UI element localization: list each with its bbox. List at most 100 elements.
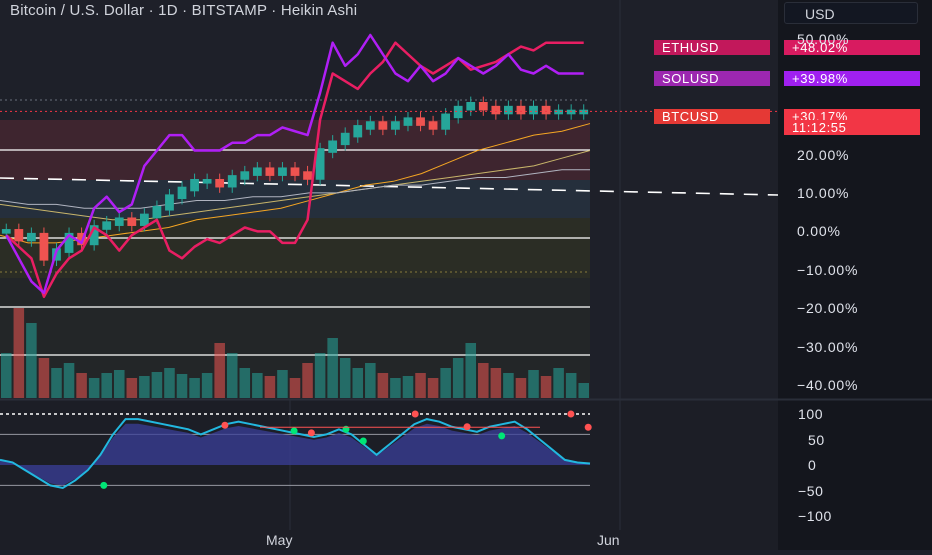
candle-body — [365, 121, 375, 130]
volume-bar — [26, 323, 37, 398]
volume-bar — [126, 378, 138, 398]
oscillator-pane — [0, 400, 778, 550]
trend-dashed-line — [0, 177, 779, 196]
volume-bar — [528, 370, 539, 398]
volume-bar — [277, 370, 288, 398]
volume-bar — [415, 373, 426, 398]
price-axis-label: −10.00% — [797, 262, 859, 278]
volume-bar — [339, 358, 351, 398]
volume-bar — [402, 376, 414, 398]
volume-bar — [503, 373, 514, 398]
candle-body — [428, 121, 438, 130]
volume-bar — [452, 358, 464, 398]
candle-body — [252, 167, 262, 176]
volume-bar — [226, 353, 238, 398]
candle-body — [240, 171, 250, 180]
candle-body — [453, 105, 463, 119]
volume-bar — [214, 343, 225, 398]
volume-bar — [264, 376, 276, 398]
candle-body — [290, 167, 300, 176]
volume-bar — [327, 338, 338, 398]
candle-body — [177, 186, 187, 200]
volume-bar — [101, 373, 112, 398]
volume-bar — [465, 343, 477, 398]
candle-body — [265, 167, 275, 176]
currency-button[interactable]: USD — [784, 2, 918, 24]
candle-body — [504, 105, 513, 115]
candle-body — [566, 109, 576, 115]
candle-body — [64, 232, 74, 253]
signal-dot — [221, 421, 229, 429]
solusd-line — [5, 33, 584, 295]
osc-axis-label: 100 — [798, 406, 824, 422]
solusd-name-label: SOLUSD — [654, 71, 770, 86]
candle-body — [466, 101, 476, 111]
volume-bar — [390, 378, 401, 398]
volume-bar — [427, 378, 439, 398]
candle-body — [227, 175, 237, 188]
volume-bar — [252, 373, 263, 398]
candle-body — [26, 232, 36, 242]
volume-bar — [164, 368, 175, 398]
candle-body — [403, 117, 413, 126]
signal-dot — [290, 427, 298, 435]
solusd-value-label: +39.98% — [784, 71, 920, 86]
moving-average-line — [0, 150, 591, 221]
volume-bar — [38, 358, 50, 398]
volume-bar — [13, 308, 25, 398]
candle-body — [579, 109, 589, 115]
candle-body — [202, 178, 212, 184]
candle-body — [278, 167, 287, 176]
candle-body — [215, 178, 225, 188]
candle-body — [89, 225, 99, 246]
osc-axis-label: −100 — [798, 508, 832, 524]
price-axis-area — [778, 0, 932, 550]
osc-axis-label: 0 — [808, 457, 817, 473]
candle-body — [529, 105, 538, 115]
volume-bar — [515, 378, 527, 398]
signal-dot — [100, 481, 108, 489]
time-axis-label-jun: Jun — [597, 532, 620, 548]
btcusd-countdown: 11:12:55 — [784, 120, 920, 135]
candle-body — [303, 171, 312, 180]
volume-bar — [1, 353, 12, 398]
moving-average-line — [0, 169, 590, 209]
signal-dot — [359, 437, 367, 445]
candle-body — [554, 109, 564, 115]
osc-axis-label: 50 — [808, 432, 825, 448]
volume-bar — [377, 373, 389, 398]
volume-bar — [553, 368, 564, 398]
volume-bar — [440, 368, 451, 398]
candle-body — [441, 113, 451, 130]
candle-body — [77, 232, 86, 246]
ethusd-line — [5, 41, 584, 299]
volume-bar — [352, 368, 364, 398]
candle-body — [378, 121, 388, 130]
candle-body — [165, 194, 174, 211]
btcusd-name-label: BTCUSD — [654, 109, 770, 124]
signal-dot — [463, 423, 471, 431]
price-axis-label: 50.00% — [797, 31, 850, 47]
price-axis-label: −20.00% — [797, 300, 859, 316]
volume-bar — [88, 378, 100, 398]
volume-bar — [578, 383, 589, 398]
volume-bar — [490, 368, 502, 398]
volume-bar — [239, 368, 251, 398]
candle-body — [541, 105, 551, 115]
signal-dot — [307, 429, 315, 437]
price-axis-label: −30.00% — [797, 339, 859, 355]
chart-title: Bitcoin / U.S. Dollar · 1D · BITSTAMP · … — [10, 2, 358, 19]
volume-bar — [201, 373, 213, 398]
ethusd-value-label: +48.02% — [784, 40, 920, 55]
candle-body — [340, 132, 350, 146]
volume-bar — [51, 368, 62, 398]
oscillator-area — [0, 423, 590, 486]
price-axis-label: 20.00% — [797, 147, 850, 163]
candle-body — [416, 117, 425, 126]
candle-body — [1, 229, 11, 234]
signal-dot — [411, 410, 419, 418]
volume-bar — [565, 373, 577, 398]
volume-bar — [478, 363, 489, 398]
